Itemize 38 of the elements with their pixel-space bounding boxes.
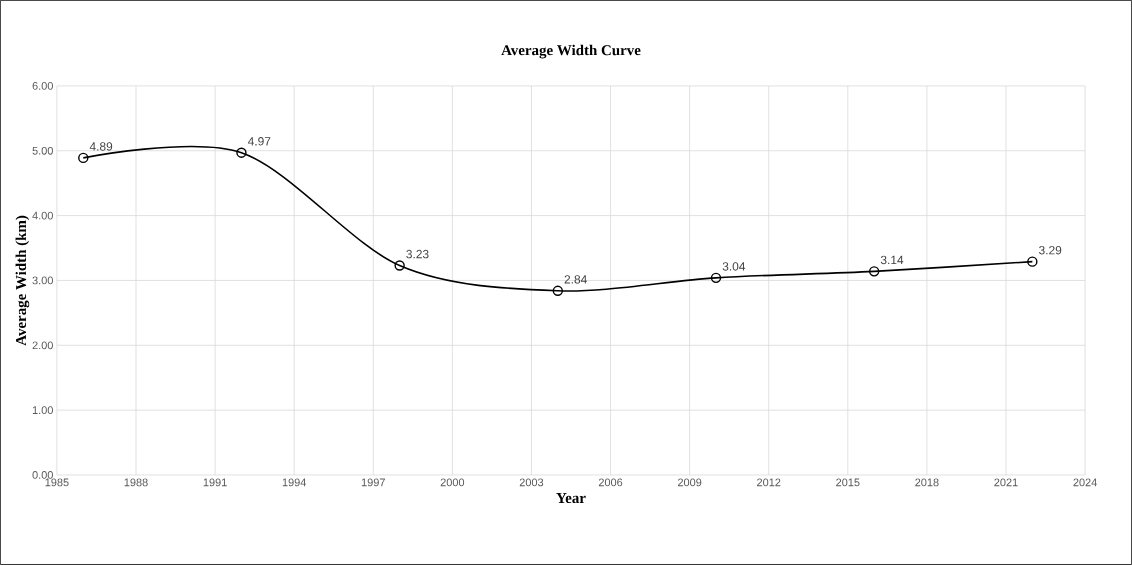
x-tick-label: 2006 [598, 478, 623, 487]
point [394, 260, 405, 271]
text: 3.23 [406, 249, 429, 259]
x-tick-label: 2003 [519, 478, 544, 487]
x-tick-label: 1994 [282, 478, 307, 487]
point [1027, 256, 1038, 267]
text: 3.04 [722, 262, 746, 271]
x-tick-label: 2018 [915, 478, 939, 487]
x-tick-label: 2015 [836, 478, 860, 487]
y-tick-label: 3.00 [32, 276, 53, 285]
text: 4.97 [247, 137, 271, 146]
x-tick-label: 1988 [124, 478, 148, 487]
x-tick-label: 2000 [440, 478, 465, 487]
point [552, 285, 564, 297]
x-tick-label: 2024 [1073, 478, 1097, 487]
x-tick-label: 2009 [677, 478, 702, 487]
y-tick-label: 5.00 [32, 146, 53, 155]
y-tick-label: 0.00 [32, 471, 53, 479]
text: 2.84 [564, 275, 587, 284]
point [868, 266, 880, 277]
point [236, 147, 247, 158]
x-tick-label: 2021 [994, 478, 1018, 487]
text: 4.89 [89, 142, 113, 151]
x-tick-label: 2012 [757, 478, 781, 487]
x-tick-label: 1985 [45, 478, 69, 487]
y-tick-label: 6.00 [32, 82, 53, 90]
y-tick-label: 4.00 [32, 211, 53, 220]
y-tick-label: 1.00 [32, 406, 53, 415]
text: 3.14 [880, 255, 904, 265]
point [78, 152, 89, 164]
y-axis-title: Average Width (km) [15, 215, 30, 346]
text: 3.29 [1039, 246, 1062, 255]
y-tick-label: 2.00 [32, 341, 53, 350]
point [710, 272, 722, 284]
chart-title: Average Width Curve [501, 44, 641, 59]
x-tick-label: 1991 [203, 478, 227, 487]
x-tick-label: 1997 [361, 478, 385, 487]
x-axis-title: Year [556, 493, 586, 504]
